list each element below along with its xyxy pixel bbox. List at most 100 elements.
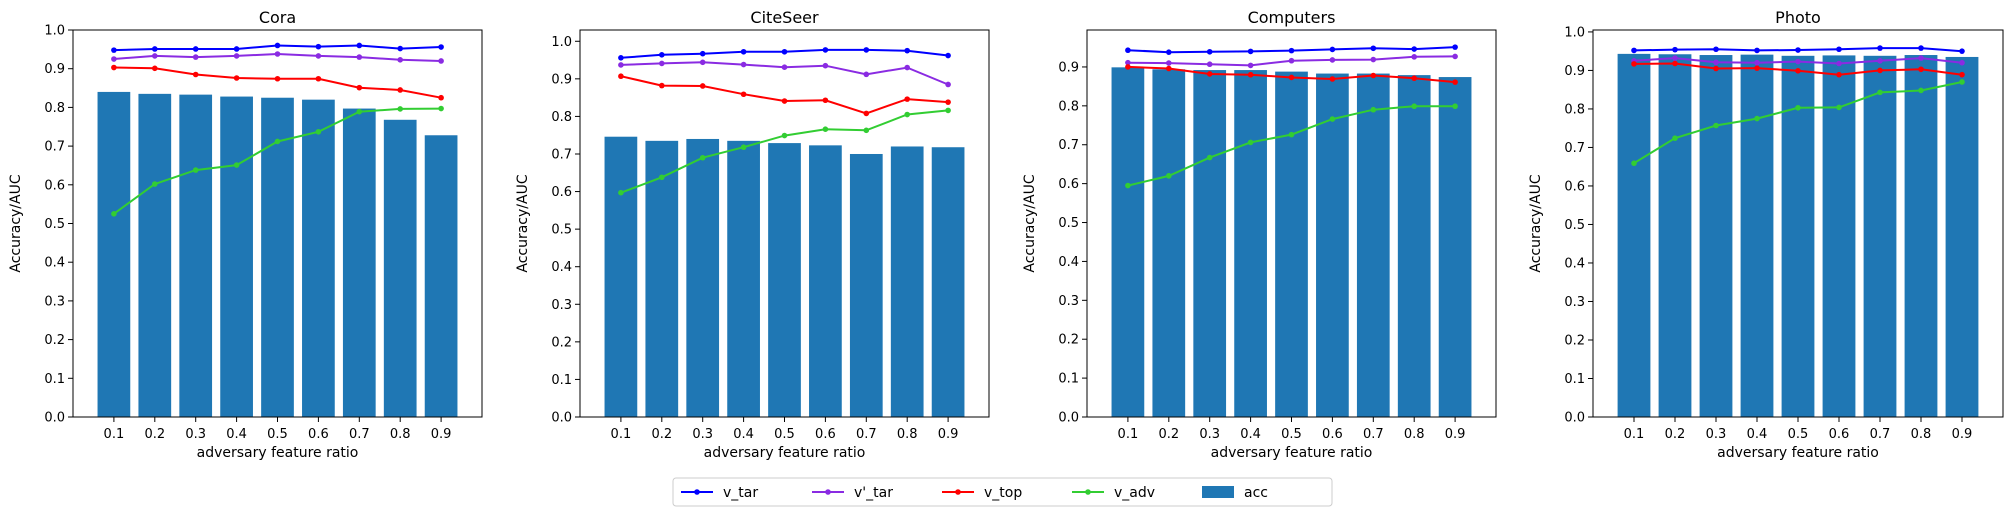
series-1-point (1166, 49, 1172, 55)
series-3-point (1959, 71, 1965, 78)
x-tick-label: 0.1 (611, 427, 632, 442)
series-2-point (1713, 59, 1719, 66)
series-2-point (1959, 59, 1965, 66)
series-4-point (1247, 139, 1254, 146)
series-1-point (781, 48, 788, 55)
y-tick-label: 0.8 (551, 110, 572, 125)
series-4-point (1370, 106, 1377, 113)
series-1-point (1206, 48, 1213, 55)
x-tick-label: 0.5 (267, 427, 288, 442)
legend-label: v_adv (1114, 485, 1155, 501)
series-4-point (1877, 89, 1883, 96)
series-2-point (356, 54, 363, 60)
series-3-point (192, 71, 199, 78)
series-2-point (1411, 54, 1417, 60)
x-tick-label: 0.7 (349, 427, 370, 442)
x-tick-label: 0.8 (1404, 427, 1425, 442)
series-1-point (1672, 46, 1678, 53)
series-4-point (822, 126, 829, 132)
bar-0.6 (1316, 73, 1349, 418)
series-3-point (438, 94, 444, 101)
series-3-point (1125, 64, 1131, 70)
series-3-point (740, 91, 747, 98)
y-tick-label: 0.0 (44, 411, 65, 426)
bar-0.7 (1356, 73, 1390, 418)
x-tick-label: 0.2 (144, 427, 165, 442)
y-axis-label: Accuracy/AUC (1022, 174, 1038, 272)
series-3-point (904, 96, 910, 102)
series-1-point (1452, 44, 1458, 50)
series-4-point (315, 128, 322, 135)
y-tick-label: 0.2 (44, 333, 65, 348)
y-tick-label: 0.4 (551, 260, 572, 275)
series-2-point (822, 62, 829, 69)
series-3-point (1631, 61, 1637, 67)
y-tick-label: 0.7 (551, 147, 572, 162)
series-2-point (274, 51, 281, 57)
series-4-point (1754, 115, 1760, 122)
series-2-point (1125, 59, 1131, 66)
series-4-point (1411, 103, 1417, 110)
y-tick-label: 0.0 (1058, 411, 1079, 426)
series-2-point (397, 56, 404, 63)
x-tick-label: 0.3 (1706, 427, 1727, 442)
series-3-point (152, 65, 158, 72)
y-tick-label: 0.2 (1058, 333, 1079, 348)
bar-0.1 (1617, 53, 1651, 417)
series-2-point (618, 62, 624, 68)
y-tick-label: 0.2 (551, 335, 572, 350)
series-4-point (1125, 182, 1131, 189)
series-1-point (699, 50, 706, 57)
x-axis-label: adversary feature ratio (1211, 445, 1373, 461)
y-tick-label: 0.5 (44, 217, 65, 232)
series-4-point (1672, 135, 1678, 142)
series-4-point (904, 111, 910, 118)
y-tick-label: 0.8 (1564, 102, 1585, 117)
x-axis-label: adversary feature ratio (704, 445, 866, 461)
series-4-point (438, 105, 444, 112)
series-1-point (945, 52, 951, 59)
x-tick-label: 0.7 (1363, 427, 1384, 442)
series-2-point (904, 64, 910, 71)
series-3-point (1452, 79, 1458, 85)
bar-0.1 (604, 136, 638, 418)
chart-panel-4: Photo 0.0 0.1 0.2 0.3 0.4 0.5 0.6 0.7 0.8 0.9 1.0 0.… (1528, 8, 2004, 461)
series-4-point (1918, 87, 1924, 94)
legend-label: acc (1244, 485, 1268, 501)
x-tick-label: 0.1 (104, 427, 125, 442)
y-tick-label: 0.6 (551, 185, 572, 200)
series-1-point (1836, 46, 1842, 53)
series-4-point (233, 162, 240, 168)
legend-swatch-marker (955, 489, 961, 495)
series-4-point (274, 138, 281, 145)
x-tick-label: 0.3 (692, 427, 713, 442)
series-3-point (111, 64, 117, 71)
y-tick-label: 0.7 (44, 140, 65, 155)
chart-panel-1: Cora 0.0 0.1 0.2 0.3 0.4 0.5 0.6 0.7 0.8 0.9 1.0 0.1… (8, 8, 483, 461)
series-2-point (781, 64, 788, 70)
series-3-point (1795, 68, 1801, 74)
series-3-point (699, 83, 706, 89)
series-3-point (659, 82, 665, 89)
series-4-point (1959, 79, 1965, 85)
bar-0.5 (261, 97, 294, 417)
series-2-point (438, 58, 444, 64)
legend-box (672, 477, 1333, 507)
series-3-point (945, 99, 951, 105)
series-2-point (1795, 58, 1801, 65)
series-3-point (315, 75, 322, 82)
x-tick-label: 0.6 (308, 427, 329, 442)
series-2-point (152, 53, 158, 59)
x-tick-label: 0.8 (897, 427, 918, 442)
series-4-point (152, 181, 158, 187)
series-2-point (1329, 57, 1336, 63)
x-tick-label: 0.6 (1829, 427, 1850, 442)
bar-0.4 (727, 140, 760, 417)
bar-0.1 (97, 91, 131, 418)
series-3-point (356, 84, 363, 91)
series-3-point (1836, 71, 1842, 78)
series-4-point (1329, 116, 1336, 122)
bar-0.7 (849, 153, 883, 417)
y-tick-label: 0.9 (551, 72, 572, 87)
bar-0.9 (1438, 77, 1472, 417)
